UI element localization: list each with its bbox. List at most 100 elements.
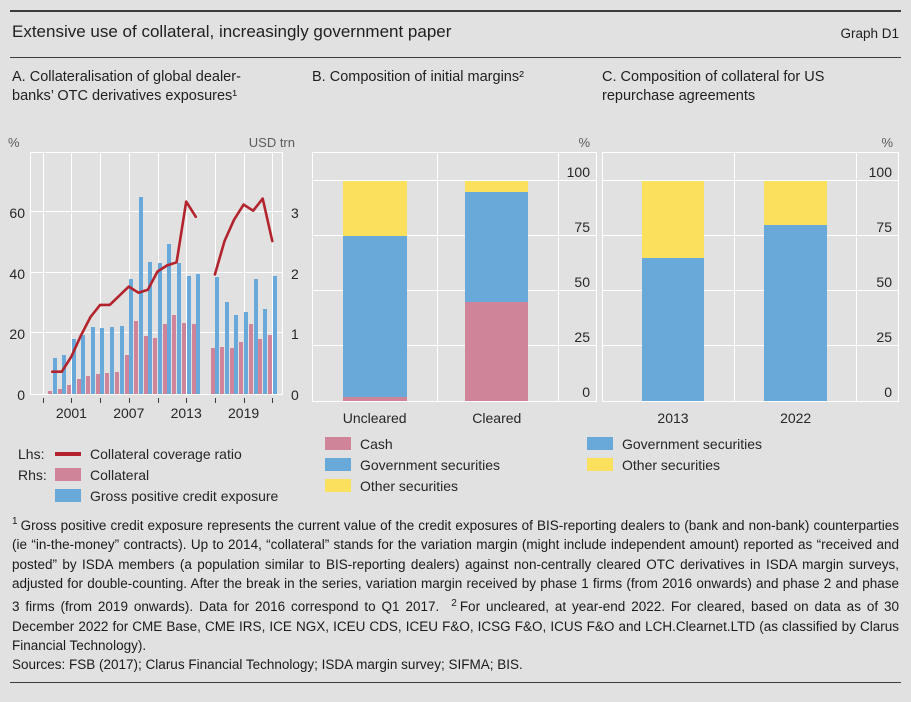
bar-gross-positive-credit-exposure-2010 (157, 263, 162, 394)
bar-collateral-2010 (153, 338, 158, 394)
bar-gross-positive-credit-exposure-2022 (272, 275, 277, 394)
x-tick-2001 (71, 398, 73, 403)
vertical-gridline-2007 (128, 153, 130, 394)
bar-gross-positive-credit-exposure-2008 (138, 196, 143, 394)
right-axis-label-3: 3 (291, 204, 299, 221)
bar-gross-positive-credit-exposure-2019 (243, 312, 248, 394)
x-tick-2007 (128, 398, 130, 403)
axis-label-0: 0 (884, 384, 892, 400)
legend-row-lhs: Lhs: Collateral coverage ratio (18, 443, 278, 464)
panel-a-right-axis-unit: USD trn (248, 135, 295, 150)
bar-collateral-2013 (181, 322, 186, 394)
bar-collateral-2003 (86, 375, 91, 394)
panel-b-legend: Cash Government securities Other securit… (325, 433, 500, 496)
collateral-coverage-ratio-line (50, 197, 274, 373)
x-axis-label-2001: 2001 (55, 405, 87, 421)
legend-item-other-securities-c: Other securities (622, 456, 721, 473)
bar-collateral-2012 (172, 315, 177, 394)
panel-a-title: A. Collateralisation of global dealer-ba… (12, 69, 241, 104)
category-label-2013: 2013 (657, 410, 689, 426)
bar-cleared-cash (465, 301, 529, 401)
vertical-gridline-2022 (272, 153, 274, 394)
graph-number-label: Graph D1 (840, 26, 899, 41)
left-axis-label-20: 20 (9, 326, 25, 343)
horizontal-gridline-75 (313, 234, 596, 236)
axis-label-25: 25 (876, 328, 892, 345)
x-tick-2013 (186, 398, 188, 403)
bar-collateral-2020 (248, 324, 253, 394)
bar-collateral-2008 (134, 321, 139, 394)
bar-collateral-2007 (124, 354, 129, 394)
axis-label-25: 25 (574, 328, 590, 345)
axis-label-50: 50 (574, 273, 590, 290)
axis-label-0: 0 (582, 384, 590, 400)
legend-item-gross-positive-credit-exposure: Gross positive credit exposure (90, 487, 279, 504)
vertical-gridline-2013 (186, 153, 188, 394)
x-tick-2004 (100, 398, 102, 403)
bar-collateral-1999 (48, 391, 52, 394)
bar-collateral-2005 (105, 372, 110, 394)
legend-item-collateral: Collateral (90, 466, 150, 483)
bar-collateral-2018 (229, 348, 234, 394)
sources-line: Sources: FSB (2017); Clarus Financial Te… (12, 657, 523, 672)
legend-item-other-securities: Other securities (360, 477, 459, 494)
header-rule (10, 57, 901, 58)
bar-cleared-government-securities (465, 191, 529, 302)
bar-collateral-2002 (76, 378, 81, 394)
bar-2013-other-securities (641, 180, 705, 258)
bar-gross-positive-credit-exposure-2014 (196, 274, 201, 394)
bar-cleared-other-securities (465, 180, 529, 192)
vertical-gridline-1 (734, 153, 735, 401)
bar-collateral-2001 (67, 384, 72, 394)
right-axis-label-1: 1 (291, 326, 299, 343)
bar-collateral-2022 (268, 335, 272, 394)
panel-a-legend: Lhs: Collateral coverage ratio Rhs: Coll… (18, 443, 278, 506)
horizontal-gridline-20 (31, 332, 282, 334)
left-axis-label-0: 0 (17, 387, 25, 403)
bar-gross-positive-credit-exposure-2011 (167, 243, 172, 394)
bar-collateral-2021 (258, 339, 263, 394)
coverage-ratio-line-swatch (55, 451, 81, 456)
footnote-2-text: For uncleared, at year-end 2022. For cle… (12, 599, 900, 653)
vertical-gridline-2 (856, 153, 857, 401)
other-securities-bar-swatch (325, 479, 351, 492)
footnote-text: 1 Gross positive credit exposure represen… (12, 512, 899, 656)
panel-c-title: C. Composition of collateral for US repu… (602, 69, 825, 104)
bar-collateral-2004 (95, 374, 100, 394)
vertical-gridline-2019 (243, 153, 245, 394)
bar-2022-government-securities (764, 224, 827, 401)
vertical-gridline-1 (436, 153, 438, 401)
x-tick-2022 (272, 398, 274, 403)
horizontal-gridline-100 (603, 179, 898, 181)
horizontal-gridline-25 (313, 344, 596, 346)
axis-label-100: 100 (566, 163, 590, 180)
bar-collateral-2014 (191, 324, 196, 394)
figure-title: Extensive use of collateral, increasingl… (12, 22, 452, 41)
panel-a-plot: 0 20 40 60 0 1 2 3 2001 2007 2013 2019 (9, 152, 299, 421)
panel-c-axis-unit: % (881, 135, 893, 150)
vertical-gridline-2001 (71, 153, 73, 394)
horizontal-gridline-25 (603, 344, 898, 346)
legend-row-rhs-1: Rhs: Collateral (18, 464, 278, 485)
bar-gross-positive-credit-exposure-2009 (148, 262, 153, 394)
vertical-gridline-2004 (100, 153, 102, 394)
bar-collateral-2006 (114, 371, 119, 394)
panel-b-title: B. Composition of initial margins² (312, 69, 524, 85)
bar-collateral-2000 (57, 389, 62, 394)
horizontal-gridline-75 (603, 234, 898, 236)
axis-label-50: 50 (876, 273, 892, 290)
legend-row-other-securities-c: Other securities (587, 454, 762, 475)
bar-uncleared-other-securities (342, 180, 407, 236)
legend-item-government-securities-c: Government securities (622, 435, 763, 452)
horizontal-gridline-60 (31, 210, 282, 212)
legend-row-cash: Cash (325, 433, 500, 454)
collateral-bar-swatch (55, 468, 81, 481)
legend-item-collateral-coverage-ratio: Collateral coverage ratio (90, 445, 242, 462)
panel-b-plot: Uncleared Cleared 0 25 50 75 100 (312, 152, 597, 426)
footnote-1-text: Gross positive credit exposure represent… (12, 517, 899, 615)
bar-collateral-2011 (162, 324, 167, 394)
panel-c-plot: 2013 2022 0 25 50 75 100 (602, 152, 899, 426)
x-tick-2019 (243, 398, 245, 403)
panel-a-left-axis-unit: % (8, 135, 20, 150)
